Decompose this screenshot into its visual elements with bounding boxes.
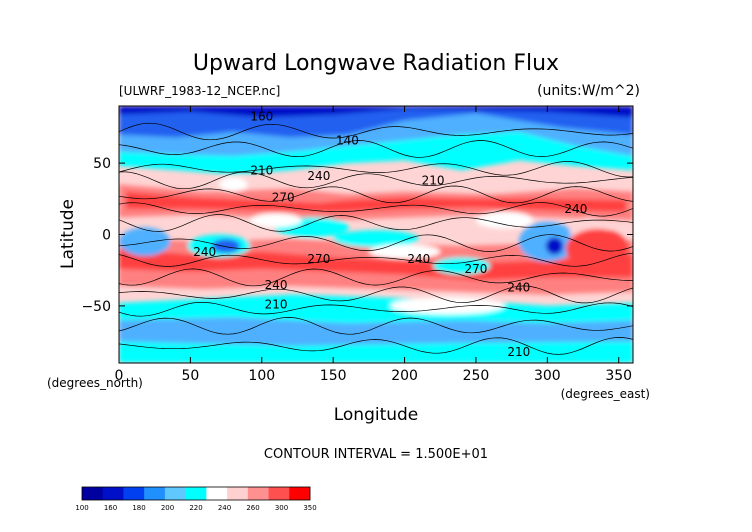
chart-title: Upward Longwave Radiation Flux <box>193 51 559 76</box>
y-axis: −50 0 50 <box>81 156 633 315</box>
contour-label: 240 <box>265 278 288 292</box>
contour-line <box>119 337 633 355</box>
y-tick-label: 50 <box>93 156 111 172</box>
colorbar-swatch <box>82 487 104 500</box>
contour-line <box>119 122 633 141</box>
contour-line <box>119 202 633 217</box>
contour-label: 140 <box>336 134 359 148</box>
chart-subtitle-units: (units:W/m^2) <box>537 83 640 99</box>
colorbar-label: 300 <box>275 504 288 512</box>
contour-line <box>119 234 633 252</box>
y-tick-label: 0 <box>102 228 111 244</box>
contour-label: 160 <box>250 109 273 123</box>
x-tick-label: 100 <box>248 368 275 384</box>
x-axis: 0 50 100 150 200 250 300 350 <box>115 106 632 384</box>
colorbar: 100 160 180 200 220 240 260 300 350 <box>75 486 317 512</box>
colorbar-label: 240 <box>218 504 231 512</box>
x-unit-label: (degrees_east) <box>561 387 650 401</box>
colorbar-swatch <box>102 487 124 500</box>
contour-label: 270 <box>272 191 295 205</box>
y-unit-label: (degrees_north) <box>47 376 143 390</box>
contour-label: 210 <box>250 164 273 178</box>
colorbar-label: 220 <box>189 504 202 512</box>
colorbar-swatch <box>164 487 186 500</box>
contour-line <box>119 252 633 267</box>
x-tick-label: 300 <box>534 368 561 384</box>
heatmap-field: 210 240 270 240 270 240 270 240 210 240 210 240 210 1… <box>119 106 633 363</box>
colorbar-swatch <box>206 487 228 500</box>
colorbar-label: 160 <box>104 504 117 512</box>
x-tick-label: 200 <box>391 368 418 384</box>
contour-label: 240 <box>307 169 330 183</box>
colorbar-label: 180 <box>132 504 145 512</box>
colorbar-swatch <box>289 487 311 500</box>
x-tick-label: 250 <box>463 368 490 384</box>
contour-label: 210 <box>422 174 445 188</box>
contour-line <box>119 268 633 287</box>
contour-line <box>119 185 633 204</box>
x-tick-label: 350 <box>605 368 632 384</box>
contour-label: 240 <box>407 252 430 266</box>
x-tick-label: 150 <box>320 368 347 384</box>
colorbar-label: 100 <box>75 504 88 512</box>
colorbar-swatch <box>144 487 166 500</box>
contour-line <box>119 214 633 232</box>
y-axis-title: Latitude <box>58 199 78 269</box>
colorbar-swatch <box>268 487 290 500</box>
contour-label: 270 <box>307 252 330 266</box>
colorbar-label: 200 <box>161 504 174 512</box>
colorbar-swatch <box>185 487 207 500</box>
y-tick-label: −50 <box>81 299 111 315</box>
contour-label: 240 <box>564 202 587 216</box>
contour-line <box>119 285 633 304</box>
contour-line <box>119 171 633 190</box>
contour-line <box>119 161 633 178</box>
contour-interval-note: CONTOUR INTERVAL = 1.500E+01 <box>264 447 488 462</box>
contour-label: 210 <box>265 298 288 312</box>
contour-line <box>119 140 633 158</box>
chart-subtitle-file: [ULWRF_1983-12_NCEP.nc] <box>119 84 280 98</box>
contour-line <box>119 317 633 335</box>
colorbar-label: 260 <box>246 504 259 512</box>
contour-label: 240 <box>507 281 530 295</box>
colorbar-swatch <box>123 487 145 500</box>
contour-line <box>119 302 633 317</box>
contour-label: 210 <box>507 345 530 359</box>
contour-label: 240 <box>193 245 216 259</box>
colorbar-swatch <box>227 487 249 500</box>
x-axis-title: Longitude <box>334 405 419 425</box>
colorbar-label: 350 <box>303 504 316 512</box>
colorbar-frame <box>81 486 311 501</box>
x-tick-label: 50 <box>181 368 199 384</box>
x-tick-label: 0 <box>115 368 124 384</box>
colorbar-swatch <box>247 487 269 500</box>
contour-label: 270 <box>464 262 487 276</box>
